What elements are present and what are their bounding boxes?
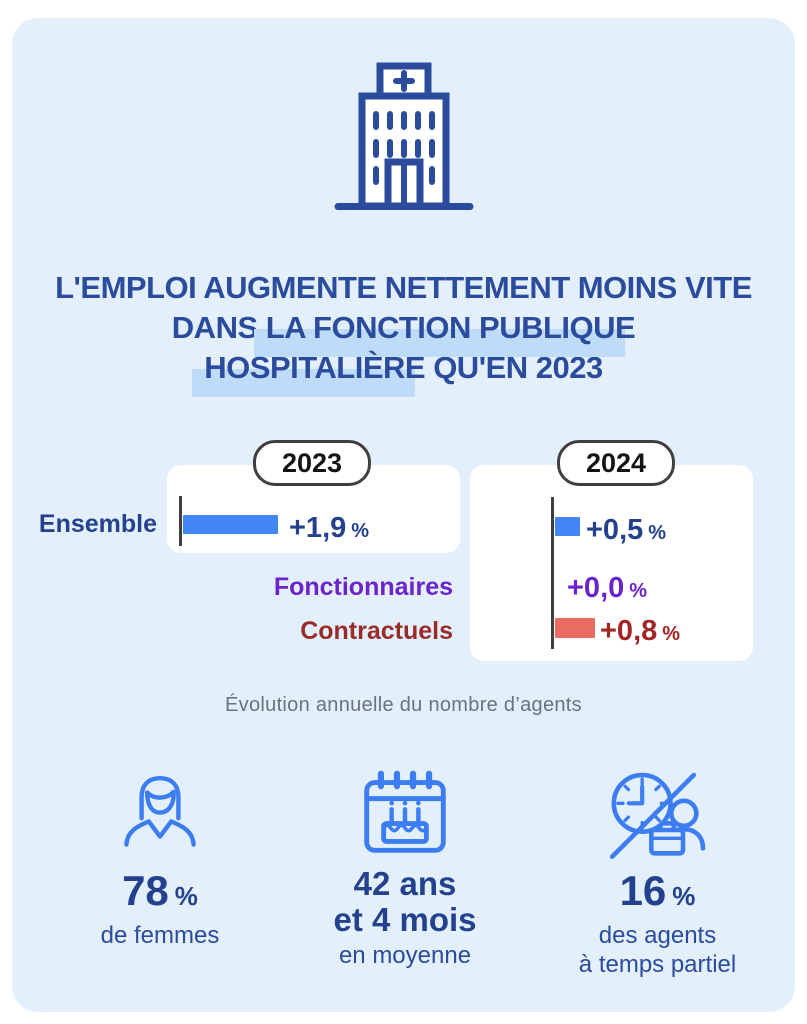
hospital-icon bbox=[324, 56, 484, 219]
year-badge-2023: 2023 bbox=[253, 440, 371, 486]
value-2023-ensemble: +1,9% bbox=[289, 512, 370, 544]
stat-part-time-value: 16% bbox=[619, 867, 696, 914]
value-2024-contractuels: +0,8% bbox=[600, 615, 681, 647]
title-line-1: L'EMPLOI AUGMENTE NETTEMENT MOINS VITE bbox=[55, 270, 752, 305]
row-label-contractuels: Contractuels bbox=[300, 617, 453, 645]
stat-part-time-label: des agents à temps partiel bbox=[578, 922, 737, 978]
title-highlight-1: LA FONCTION PUBLIQUE bbox=[253, 308, 636, 357]
axis-2024 bbox=[551, 497, 554, 649]
value-2024-ensemble: +0,5% bbox=[586, 514, 667, 546]
row-label-ensemble: Ensemble bbox=[38, 510, 157, 538]
woman-icon bbox=[40, 765, 280, 865]
stat-average-age: 42 ans et 4 mois en moyenne bbox=[285, 762, 525, 970]
title-highlight-2: HOSPITALIÈRE bbox=[192, 348, 426, 397]
stat-women: 78% de femmes bbox=[40, 765, 280, 950]
part-time-work-icon bbox=[530, 765, 785, 865]
axis-2023 bbox=[179, 496, 182, 546]
birthday-calendar-icon bbox=[285, 762, 525, 862]
year-badge-2024: 2024 bbox=[557, 440, 675, 486]
bar-2024-contractuels bbox=[555, 618, 595, 638]
value-2024-fonctionnaires: +0,0% bbox=[567, 572, 648, 604]
stat-age-label: en moyenne bbox=[338, 942, 472, 969]
chart-caption: Évolution annuelle du nombre d’agents bbox=[225, 694, 582, 716]
row-label-fonctionnaires: Fonctionnaires bbox=[273, 573, 453, 601]
bar-2024-ensemble bbox=[555, 517, 580, 536]
infographic-card: L'EMPLOI AUGMENTE NETTEMENT MOINS VITE D… bbox=[12, 18, 795, 1012]
stat-women-value: 78% bbox=[122, 867, 198, 914]
stat-part-time: 16% des agents à temps partiel bbox=[530, 765, 785, 979]
chart-panel-2024 bbox=[470, 465, 753, 661]
stat-women-label: de femmes bbox=[100, 922, 220, 949]
title-line-3: HOSPITALIÈRE QU'EN 2023 bbox=[12, 348, 795, 397]
page-title: L'EMPLOI AUGMENTE NETTEMENT MOINS VITE D… bbox=[12, 268, 795, 397]
title-line-2: DANS LA FONCTION PUBLIQUE bbox=[12, 308, 795, 357]
stat-age-value: 42 ans et 4 mois bbox=[333, 865, 477, 938]
bar-2023-ensemble bbox=[183, 515, 278, 534]
